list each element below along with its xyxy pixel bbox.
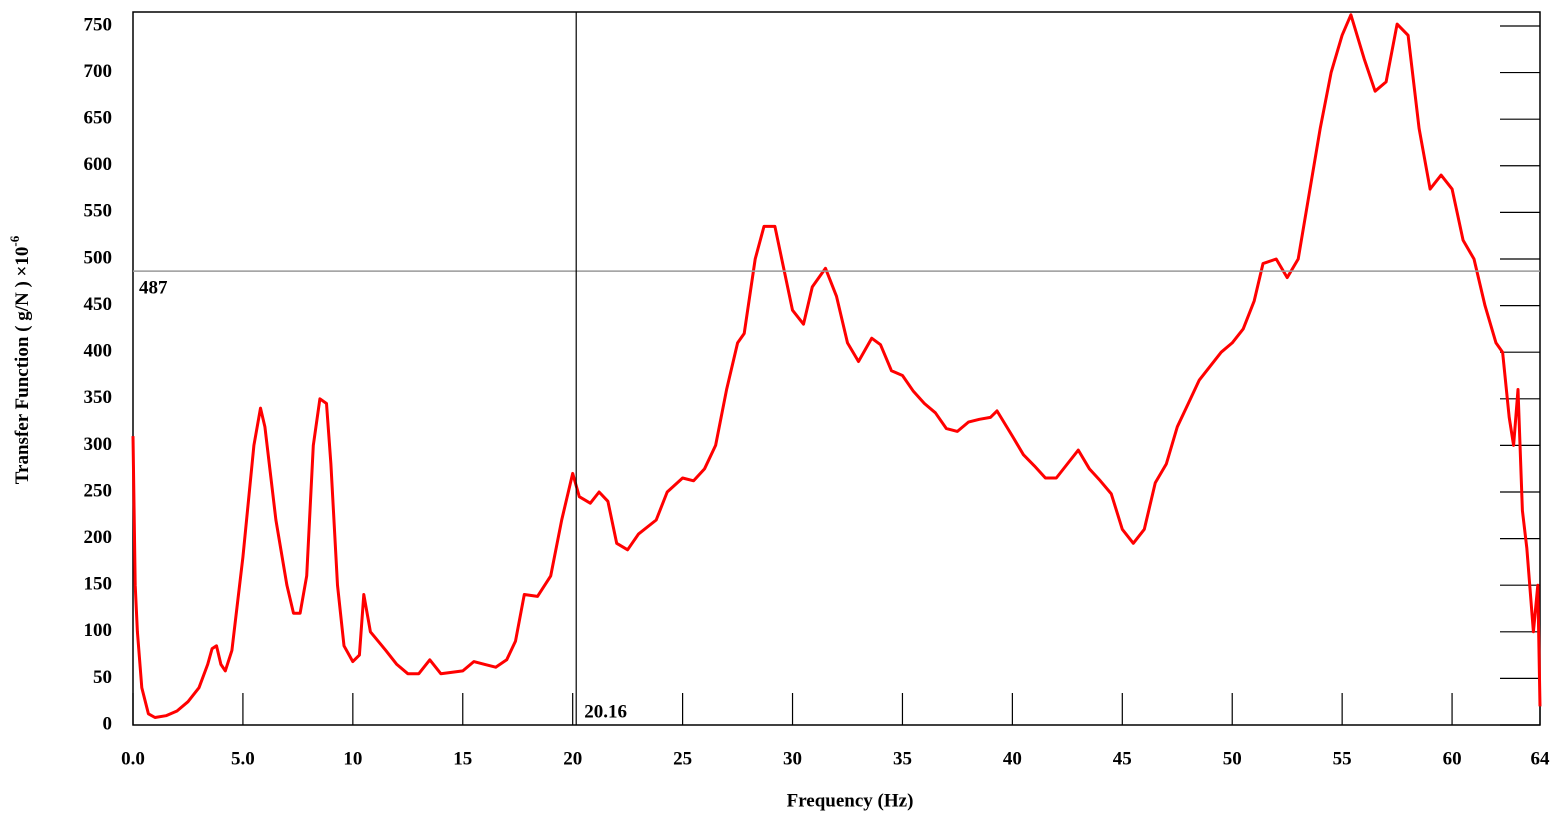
x-tick-label: 5.0 — [231, 748, 255, 769]
y-tick-label: 0 — [103, 713, 113, 734]
cursor-x-label: 20.16 — [584, 701, 627, 722]
x-tick-label: 15 — [453, 748, 472, 769]
y-tick-label: 350 — [84, 387, 113, 408]
x-tick-label: 64 — [1531, 748, 1551, 769]
y-tick-label: 550 — [84, 201, 113, 222]
y-tick-label: 650 — [84, 108, 113, 129]
y-tick-label: 450 — [84, 294, 113, 315]
y-tick-label: 600 — [84, 154, 113, 175]
y-tick-label: 200 — [84, 527, 113, 548]
x-tick-label: 35 — [893, 748, 912, 769]
x-tick-label: 0.0 — [121, 748, 145, 769]
plot-frame — [132, 11, 1541, 726]
x-tick-label: 55 — [1333, 748, 1352, 769]
x-tick-label: 50 — [1223, 748, 1242, 769]
x-tick-label: 45 — [1113, 748, 1132, 769]
x-tick-label: 10 — [343, 748, 362, 769]
y-tick-label: 150 — [84, 574, 113, 595]
x-tick-label: 30 — [783, 748, 802, 769]
y-tick-label: 50 — [93, 667, 112, 688]
y-tick-label: 300 — [84, 434, 113, 455]
y-axis-label-text: Transfer Function ( g/N ) ×10 — [12, 247, 33, 485]
y-tick-label: 500 — [84, 247, 113, 268]
y-tick-label: 400 — [84, 341, 113, 362]
x-tick-label: 40 — [1003, 748, 1022, 769]
x-tick-label: 60 — [1443, 748, 1462, 769]
y-tick-label: 700 — [84, 61, 113, 82]
y-tick-label: 250 — [84, 480, 113, 501]
x-axis-label: Frequency (Hz) — [787, 790, 914, 811]
cursor-y-label: 487 — [139, 277, 168, 298]
y-tick-label: 100 — [84, 620, 113, 641]
x-tick-label: 20 — [563, 748, 582, 769]
y-tick-label: 750 — [84, 14, 113, 35]
y-axis-label: Transfer Function ( g/N ) ×10-6 — [7, 235, 33, 484]
data-line — [131, 13, 1542, 719]
x-tick-label: 25 — [673, 748, 692, 769]
y-axis-label-power: -6 — [7, 235, 22, 246]
